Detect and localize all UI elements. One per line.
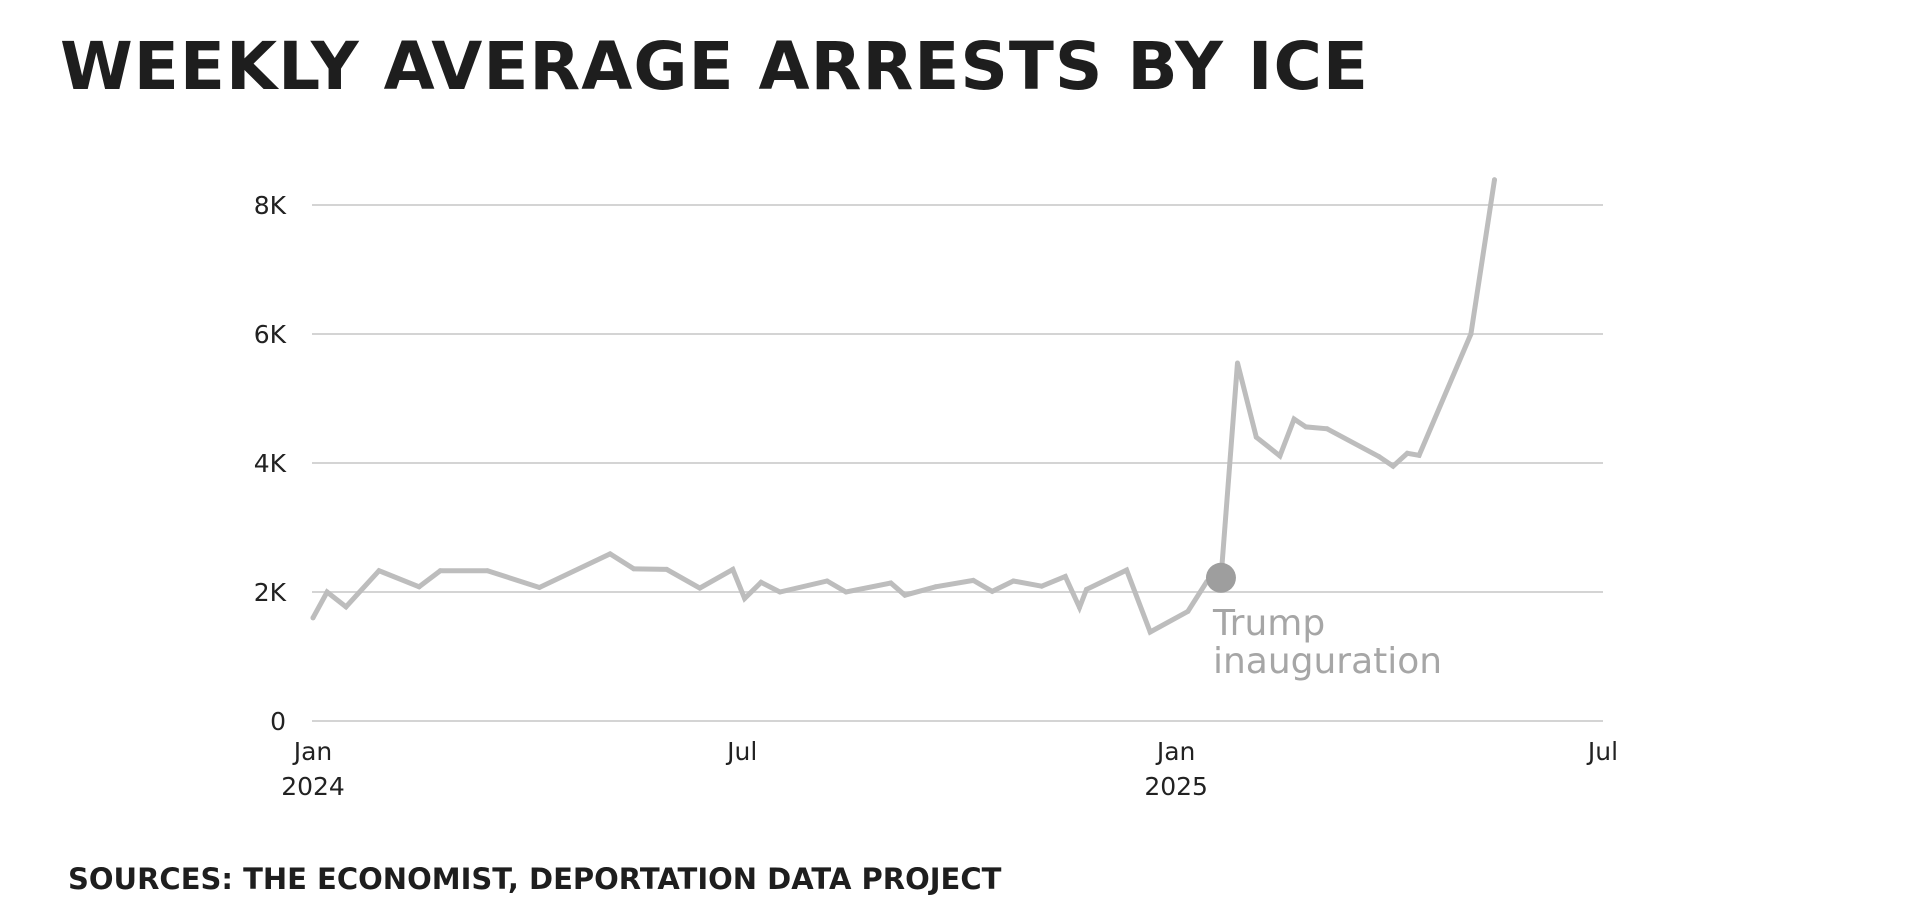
- data-point: [1124, 567, 1130, 573]
- data-point: [607, 551, 613, 557]
- data-point: [1062, 574, 1068, 579]
- y-tick-label: 0: [270, 707, 286, 736]
- data-point: [376, 568, 382, 574]
- data-point: [664, 566, 670, 572]
- data-point: [824, 578, 830, 584]
- y-tick-label: 6K: [254, 320, 287, 349]
- data-point: [1077, 605, 1082, 610]
- data-point: [1253, 434, 1259, 440]
- data-point: [310, 615, 316, 621]
- data-point: [416, 584, 422, 590]
- data-point: [843, 589, 849, 595]
- data-point: [536, 585, 542, 590]
- data-point: [1147, 629, 1153, 635]
- data-point: [1324, 426, 1330, 432]
- data-point: [1084, 586, 1089, 592]
- x-tick-year-label: 2025: [1144, 772, 1208, 801]
- data-point: [970, 577, 976, 583]
- data-point: [437, 568, 443, 574]
- data-point: [631, 566, 637, 572]
- inauguration-marker: [1205, 562, 1236, 593]
- annotation-layer: Trump inauguration: [1205, 562, 1442, 682]
- sources-note: Sources: The Economist, Deportation Data…: [68, 862, 1002, 896]
- data-point: [989, 588, 995, 594]
- y-tick-label: 4K: [254, 449, 287, 478]
- x-tick-year-label: 2024: [281, 772, 345, 801]
- data-point: [1468, 331, 1474, 337]
- data-point: [1376, 454, 1382, 460]
- data-point: [1390, 463, 1396, 469]
- data-point: [324, 589, 330, 595]
- data-point: [343, 604, 349, 610]
- data-point: [933, 584, 939, 590]
- data-point: [1291, 416, 1297, 422]
- data-point: [902, 592, 908, 598]
- x-tick-label: Jul: [1586, 737, 1618, 766]
- x-tick-label: Jan: [292, 737, 333, 766]
- data-point: [1303, 424, 1309, 430]
- annotation-label: Trump inauguration: [1212, 603, 1442, 682]
- data-point: [697, 585, 703, 591]
- data-point: [1416, 452, 1422, 458]
- series-layer: [310, 177, 1497, 636]
- chart-title: Weekly average arrests by ICE: [60, 28, 1369, 105]
- data-point: [1185, 608, 1191, 614]
- x-tick-label: Jan: [1155, 737, 1196, 766]
- y-tick-label: 2K: [254, 578, 287, 607]
- data-point: [777, 589, 783, 595]
- data-point: [758, 579, 764, 585]
- data-point: [1039, 583, 1045, 589]
- data-point: [1277, 453, 1283, 459]
- data-point: [888, 580, 894, 586]
- data-point: [1235, 360, 1240, 366]
- x-tick-label: Jul: [725, 737, 757, 766]
- data-point: [742, 596, 748, 601]
- data-point: [1010, 578, 1016, 584]
- x-axis-ticks: Jan 2024 Jul Jan 2025 Jul: [281, 737, 1618, 801]
- y-axis-ticks: 0 2K 4K 6K 8K: [254, 191, 287, 736]
- series-line: [310, 177, 1497, 636]
- data-point: [1492, 177, 1497, 183]
- data-point: [730, 566, 736, 572]
- data-point: [485, 568, 490, 574]
- data-point: [1404, 450, 1410, 456]
- y-tick-label: 8K: [254, 191, 287, 220]
